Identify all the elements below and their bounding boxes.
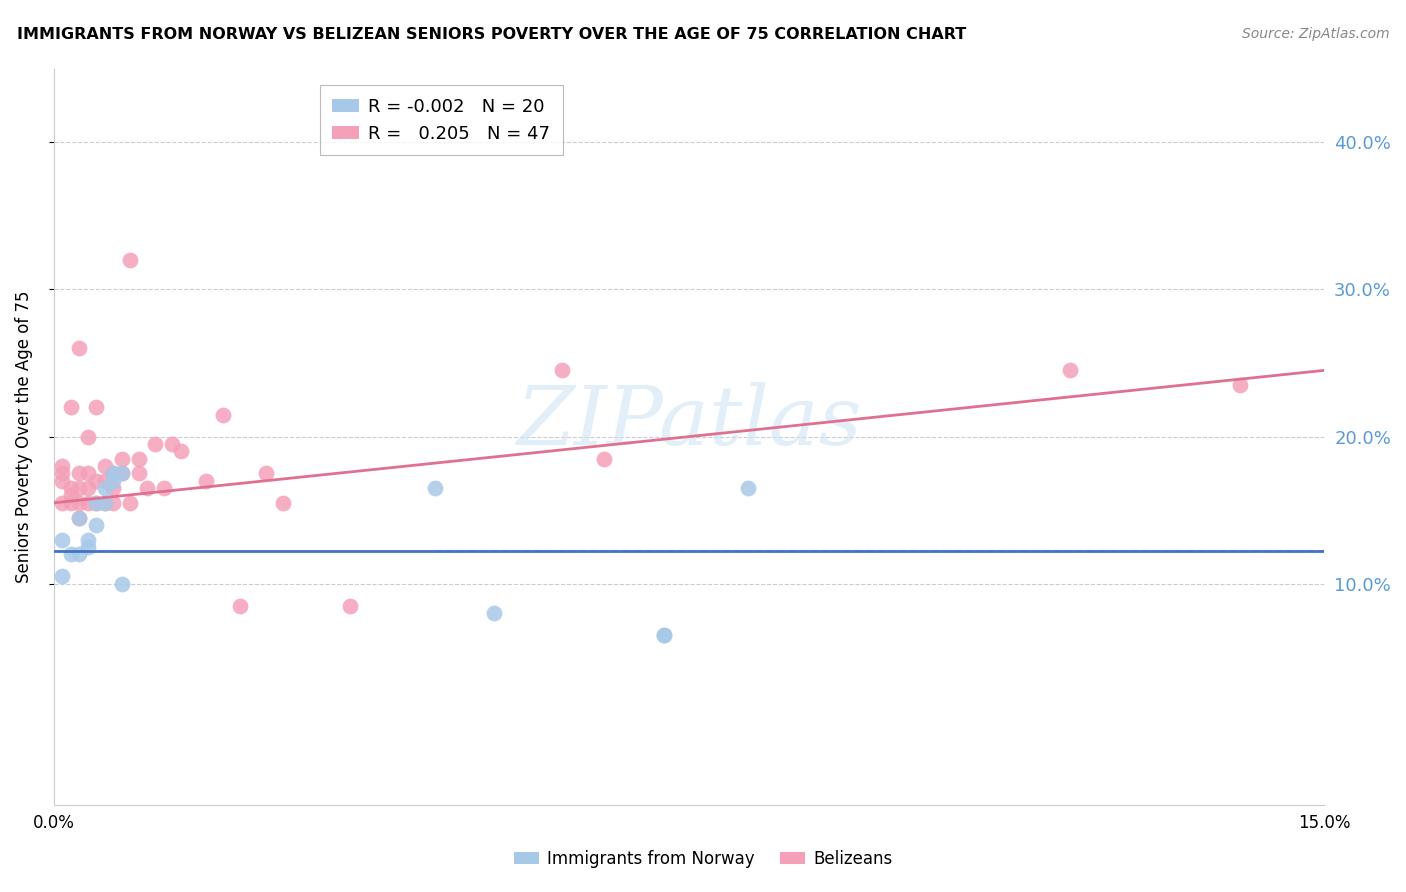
Point <box>67 510 90 524</box>
Point <box>67 481 90 495</box>
Point <box>101 467 124 481</box>
Point <box>170 444 193 458</box>
Point <box>737 481 759 495</box>
Point <box>1229 378 1251 392</box>
Legend: Immigrants from Norway, Belizeans: Immigrants from Norway, Belizeans <box>508 844 898 875</box>
Point <box>84 400 107 414</box>
Point <box>93 474 115 488</box>
Point <box>59 548 82 562</box>
Point <box>93 496 115 510</box>
Point <box>67 341 90 355</box>
Point <box>136 481 159 495</box>
Point <box>51 569 73 583</box>
Point <box>51 458 73 473</box>
Point <box>101 467 124 481</box>
Point <box>51 467 73 481</box>
Point <box>76 533 98 547</box>
Point <box>212 408 235 422</box>
Point <box>76 429 98 443</box>
Point <box>59 481 82 495</box>
Point <box>652 628 675 642</box>
Point <box>101 481 124 495</box>
Point <box>652 628 675 642</box>
Point <box>76 540 98 554</box>
Point <box>271 496 294 510</box>
Point <box>67 548 90 562</box>
Point <box>110 451 132 466</box>
Point <box>162 437 184 451</box>
Point <box>51 496 73 510</box>
Legend: R = -0.002   N = 20, R =   0.205   N = 47: R = -0.002 N = 20, R = 0.205 N = 47 <box>319 85 562 155</box>
Point <box>76 467 98 481</box>
Point <box>67 510 90 524</box>
Point <box>76 496 98 510</box>
Point <box>254 467 277 481</box>
Text: ZIPatlas: ZIPatlas <box>516 382 862 462</box>
Point <box>93 481 115 495</box>
Point <box>51 533 73 547</box>
Point <box>120 496 142 510</box>
Point <box>423 481 446 495</box>
Point <box>153 481 176 495</box>
Point <box>59 400 82 414</box>
Point <box>484 607 506 621</box>
Point <box>59 496 82 510</box>
Point <box>67 467 90 481</box>
Point <box>145 437 167 451</box>
Point <box>195 474 218 488</box>
Point <box>59 488 82 502</box>
Point <box>110 467 132 481</box>
Point <box>128 467 150 481</box>
Point <box>84 517 107 532</box>
Point <box>1059 363 1081 377</box>
Text: Source: ZipAtlas.com: Source: ZipAtlas.com <box>1241 27 1389 41</box>
Point <box>84 474 107 488</box>
Text: IMMIGRANTS FROM NORWAY VS BELIZEAN SENIORS POVERTY OVER THE AGE OF 75 CORRELATIO: IMMIGRANTS FROM NORWAY VS BELIZEAN SENIO… <box>17 27 966 42</box>
Point <box>76 481 98 495</box>
Point <box>51 474 73 488</box>
Point <box>93 496 115 510</box>
Point <box>593 451 616 466</box>
Point <box>67 496 90 510</box>
Point <box>229 599 252 613</box>
Point <box>339 599 361 613</box>
Point <box>120 252 142 267</box>
Point <box>551 363 574 377</box>
Point <box>128 451 150 466</box>
Point <box>110 467 132 481</box>
Point <box>93 458 115 473</box>
Point <box>110 577 132 591</box>
Point <box>101 474 124 488</box>
Point <box>84 496 107 510</box>
Point <box>84 496 107 510</box>
Y-axis label: Seniors Poverty Over the Age of 75: Seniors Poverty Over the Age of 75 <box>15 291 32 582</box>
Point <box>101 496 124 510</box>
